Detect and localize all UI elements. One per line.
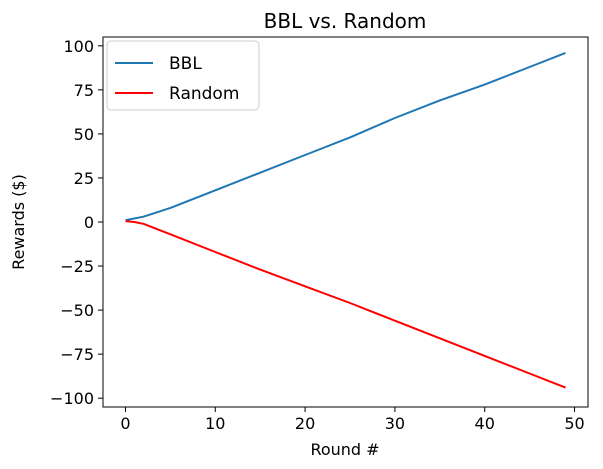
y-tick-label: −50: [60, 301, 94, 320]
y-tick-label: 0: [84, 213, 94, 232]
y-tick-label: −25: [60, 257, 94, 276]
chart-title: BBL vs. Random: [264, 9, 427, 33]
x-axis-ticks: 0 10 20 30 40 50: [120, 407, 585, 433]
legend-label-bbl: BBL: [169, 54, 202, 74]
series-line-random: [125, 220, 566, 389]
y-tick-label: 25: [74, 169, 94, 188]
x-tick-label: 50: [564, 414, 584, 433]
x-tick-label: 20: [295, 414, 315, 433]
y-axis-ticks: 100 75 50 25 0 −25 −50 −75 −100: [50, 37, 103, 408]
legend-label-random: Random: [169, 84, 239, 104]
x-axis-label: Round #: [310, 440, 379, 459]
legend: BBL Random: [106, 40, 260, 111]
series-line-bbl: [125, 51, 566, 222]
plot-series: [125, 51, 566, 389]
y-tick-label: 75: [74, 81, 94, 100]
x-tick-label: 40: [475, 414, 495, 433]
x-tick-label: 0: [120, 414, 130, 433]
y-tick-label: −100: [50, 389, 94, 408]
y-tick-label: 100: [63, 37, 94, 56]
x-tick-label: 10: [205, 414, 225, 433]
x-tick-label: 30: [385, 414, 405, 433]
y-tick-label: −75: [60, 345, 94, 364]
y-axis-label: Rewards ($): [9, 174, 28, 270]
y-tick-label: 50: [74, 125, 94, 144]
